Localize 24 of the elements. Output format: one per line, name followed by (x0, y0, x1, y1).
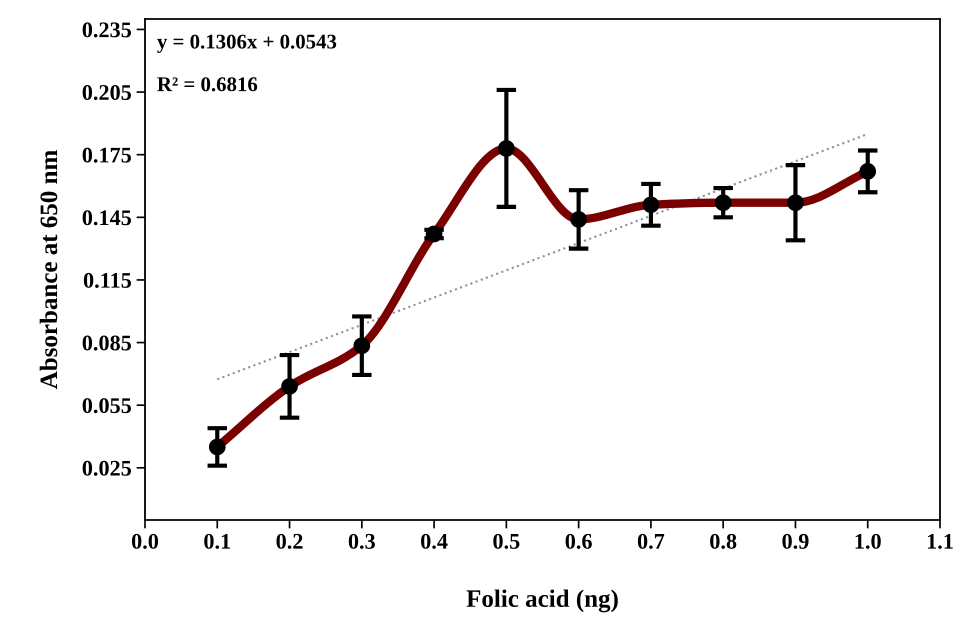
x-tick-label: 1.1 (928, 534, 953, 549)
y-tick-label: 0.025 (82, 460, 131, 476)
x-tick-label: 0.6 (566, 534, 592, 549)
y-tick-label: 0.235 (82, 22, 131, 38)
x-tick-label: 0.5 (493, 534, 520, 549)
y-tick-label: 0.145 (82, 210, 131, 226)
x-tick-label: 0.1 (204, 534, 230, 549)
y-tick-label: 0.115 (84, 272, 131, 288)
annotation: R² = 0.6816 (157, 77, 258, 92)
y-tick-label: 0.085 (82, 335, 131, 351)
x-tick-label: 0.8 (710, 534, 736, 549)
x-tick-label: 0.4 (421, 534, 448, 549)
x-tick-label: 0.9 (782, 534, 809, 549)
y-tick-label: 0.175 (82, 148, 131, 163)
x-tick-label: 0.3 (348, 534, 375, 549)
y-tick-label: 0.205 (82, 84, 131, 100)
x-axis-title: Folic acid (ng) (466, 589, 618, 612)
x-tick-label: 0.0 (132, 534, 158, 549)
y-tick-label: 0.055 (82, 398, 131, 414)
x-tick-label: 0.7 (638, 534, 664, 549)
x-tick-label: 0.2 (276, 534, 302, 549)
y-axis-title: Absorbance at 650 nm (40, 150, 58, 390)
annotation: y = 0.1306x + 0.0543 (157, 34, 336, 53)
x-tick-label: 1.0 (856, 534, 881, 549)
